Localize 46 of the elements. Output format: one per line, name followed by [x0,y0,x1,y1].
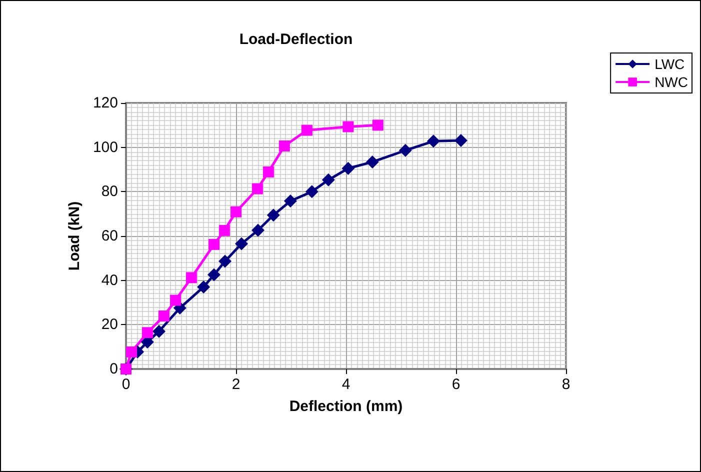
point [266,208,280,222]
y-axis-title: Load (kN) [66,201,84,271]
point [454,134,468,147]
point [252,224,264,237]
point [278,140,290,152]
point [262,166,274,178]
point [301,124,312,136]
x-tick-label: 6 [452,376,460,393]
x-tick-label: 0 [122,376,130,393]
y-tick-label: 60 [101,228,118,244]
point [218,254,232,268]
point [284,194,297,208]
point [197,280,210,294]
y-tick-label: 100 [92,138,118,156]
point [170,294,181,306]
x-axis-title: Deflection (mm) [289,398,403,415]
legend-label: LWC [654,56,685,72]
x-tick-label: 8 [562,376,570,393]
point [342,121,354,132]
x-tick-label: 4 [342,376,350,393]
y-tick-label: 40 [101,272,118,289]
point [235,237,248,250]
point [208,268,220,282]
y-tick-label: 0 [110,360,118,378]
point [186,272,197,284]
point [398,144,412,157]
x-tick-label: 2 [232,376,240,393]
point [152,324,166,338]
chart-title: Load-Deflection [239,31,353,48]
point [230,206,242,218]
point [322,173,335,186]
point [126,346,137,358]
legend-label: NWC [654,74,688,90]
point [342,162,355,175]
point [158,310,170,322]
y-tick-label: 120 [92,94,118,112]
point [305,185,318,198]
point [208,238,220,250]
point [218,224,230,236]
y-tick-label: 20 [101,316,118,334]
point [252,183,263,194]
point [142,327,153,338]
point [426,134,440,148]
y-tick-label: 80 [101,183,118,200]
point [366,155,379,168]
point [372,120,384,131]
